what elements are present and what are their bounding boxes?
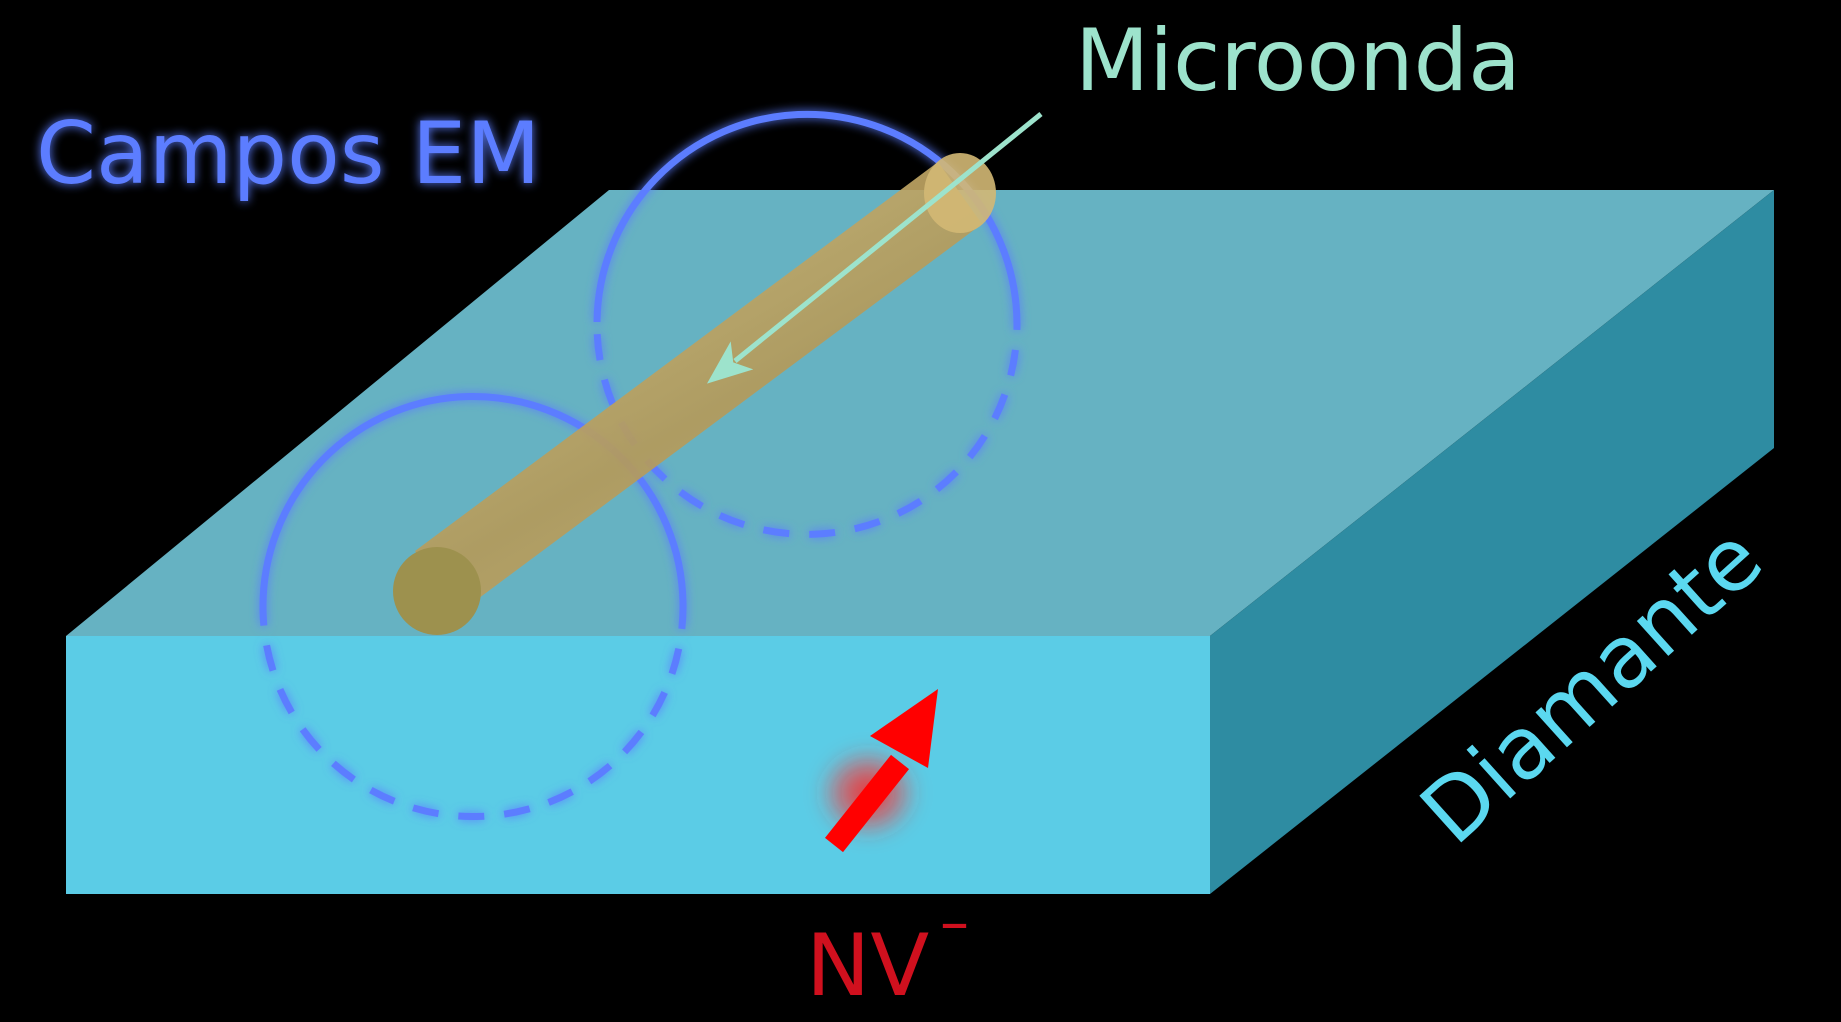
em-fields-label: Campos EM [36,104,540,204]
wire-far-end [924,153,996,233]
wire-near-end [393,547,481,635]
diamond-side-face [1210,190,1774,894]
microwave-arrow [706,112,1043,384]
diamond-front-face [66,636,1210,894]
nv-center [818,689,938,853]
microwave-label: Microonda [1075,11,1521,111]
nv-label: NV [806,916,929,1016]
nv-charge-label: – [940,888,969,956]
em-field-circle-front [259,392,687,821]
nv-spin-arrow-shaft [824,754,910,853]
nv-spin-arrow-head [870,689,938,768]
